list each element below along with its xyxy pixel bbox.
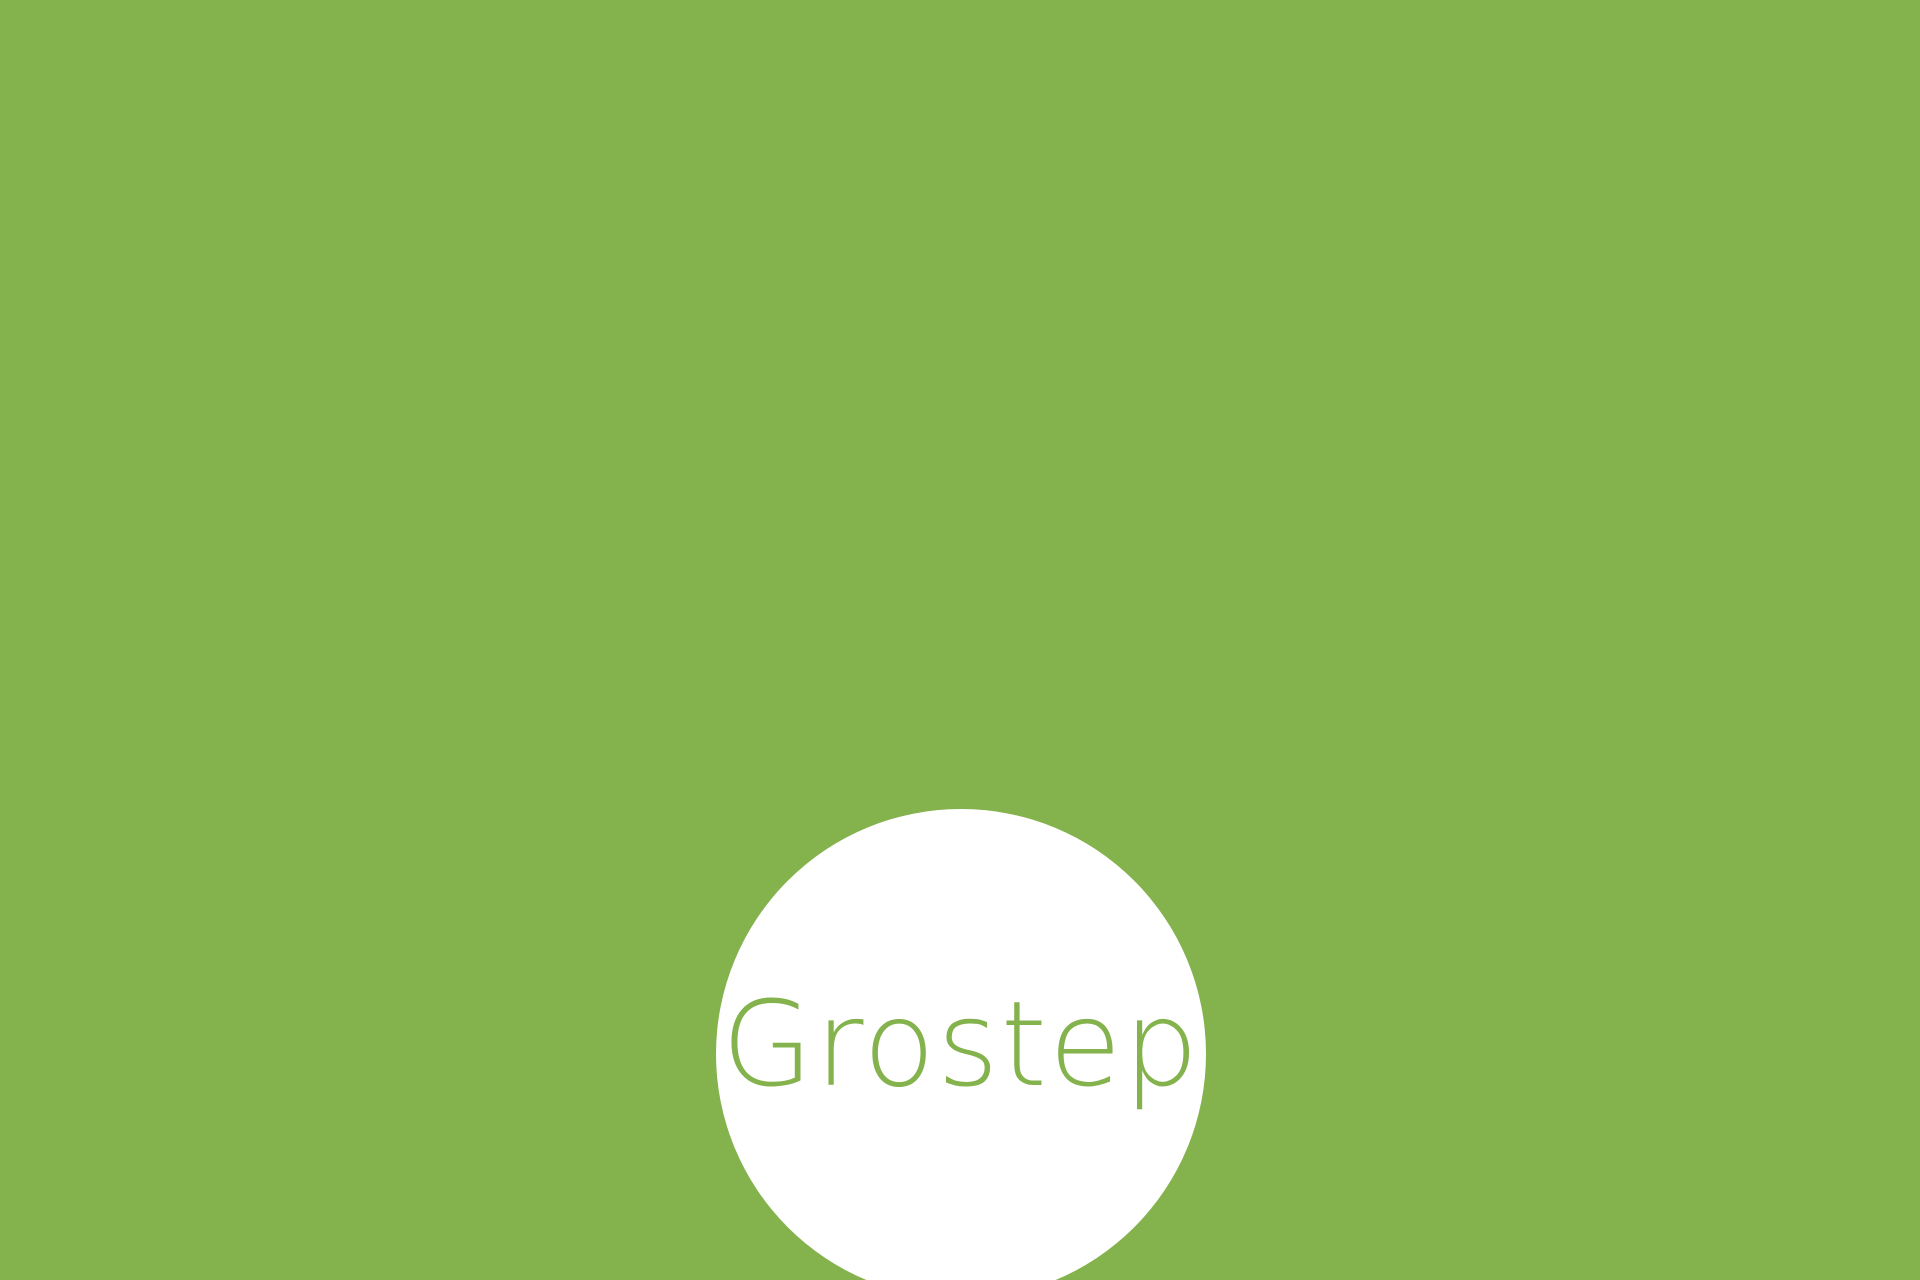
logo-circle: Grostep bbox=[716, 809, 1206, 1280]
brand-logo: Grostep bbox=[722, 975, 1201, 1113]
brand-wordmark: Grostep bbox=[722, 975, 1201, 1113]
